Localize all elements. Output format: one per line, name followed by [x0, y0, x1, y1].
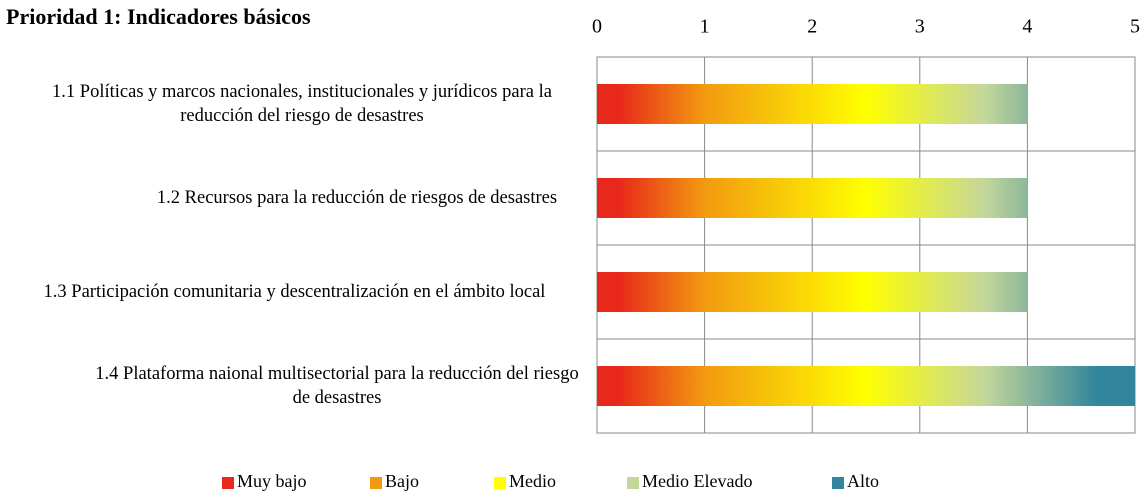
legend-label: Medio — [509, 471, 556, 491]
legend-swatch — [370, 477, 382, 489]
legend-swatch — [832, 477, 844, 489]
legend-swatch — [627, 477, 639, 489]
x-tick-label: 2 — [807, 16, 817, 38]
bar — [597, 272, 1028, 312]
category-label: 1.4 Plataforma naional multisectorial pa… — [95, 364, 579, 408]
bar — [597, 178, 1028, 218]
category-label: 1.3 Participación comunitaria y descentr… — [43, 282, 546, 302]
x-tick-label: 1 — [700, 16, 710, 38]
legend-label: Muy bajo — [237, 471, 307, 491]
x-tick-label: 4 — [1022, 16, 1032, 38]
category-label: 1.1 Políticas y marcos nacionales, insti… — [52, 82, 552, 126]
x-tick-label: 3 — [915, 16, 925, 38]
legend-swatch — [222, 477, 234, 489]
bar — [597, 84, 1028, 124]
legend-label: Bajo — [385, 471, 419, 491]
x-tick-label: 0 — [592, 16, 602, 38]
legend-swatch — [494, 477, 506, 489]
bar — [597, 366, 1135, 406]
legend-label: Medio Elevado — [642, 471, 752, 491]
legend-label: Alto — [847, 471, 879, 491]
chart-title: Prioridad 1: Indicadores básicos — [6, 4, 311, 29]
category-label: 1.2 Recursos para la reducción de riesgo… — [156, 188, 558, 208]
x-tick-label: 5 — [1130, 16, 1140, 38]
